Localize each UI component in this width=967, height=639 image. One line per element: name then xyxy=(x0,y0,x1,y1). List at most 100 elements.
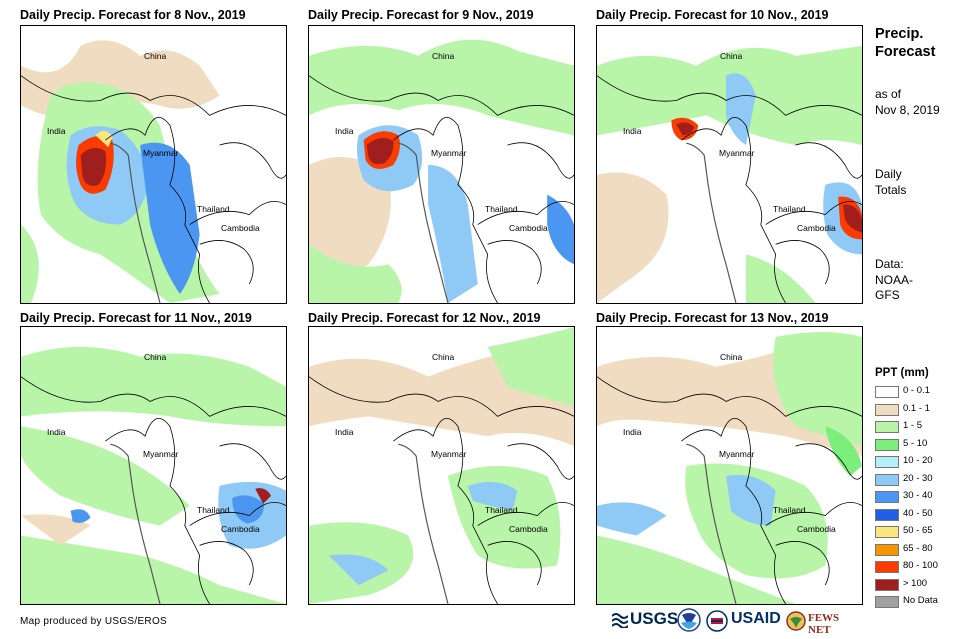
precip-field xyxy=(309,327,574,604)
data-source-text: Data: NOAA- GFS xyxy=(875,257,913,304)
map-panel-4: China India Myanmar Thailand Cambodia xyxy=(20,326,287,605)
legend-swatch xyxy=(875,473,899,486)
label-thailand: Thailand xyxy=(485,505,518,515)
legend-label: 1 - 5 xyxy=(903,420,923,431)
precip-field xyxy=(21,346,286,604)
legend-label: 80 - 100 xyxy=(903,560,938,571)
map-graphic xyxy=(309,327,574,604)
legend-swatch xyxy=(875,386,899,398)
precip-field xyxy=(597,45,862,303)
noaa-seal-icon xyxy=(677,608,701,632)
daily-line2: Totals xyxy=(875,182,907,197)
side-title: Precip. Forecast xyxy=(875,25,935,61)
map-panel-5: China India Myanmar Thailand Cambodia xyxy=(308,326,575,605)
map-panel-3: China India Myanmar Thailand Cambodia xyxy=(596,25,863,304)
label-india: India xyxy=(623,427,642,437)
panel-title-1: Daily Precip. Forecast for 8 Nov., 2019 xyxy=(20,8,246,22)
label-cambodia: Cambodia xyxy=(221,223,260,233)
side-title-line2: Forecast xyxy=(875,44,936,60)
data-line1: Data: xyxy=(875,257,904,271)
label-china: China xyxy=(144,352,167,362)
fewsnet-logo: FEWS NET xyxy=(786,608,862,636)
daily-totals-text: Daily Totals xyxy=(875,167,906,198)
label-china: China xyxy=(720,352,743,362)
legend-label: 0 - 0.1 xyxy=(903,385,930,396)
map-panel-1: China India Myanmar Thailand Cambodia xyxy=(20,25,287,304)
as-of-line1: as of xyxy=(875,87,902,101)
legend-label: 65 - 80 xyxy=(903,542,933,554)
coastline xyxy=(686,443,737,604)
panel-title-6: Daily Precip. Forecast for 13 Nov., 2019 xyxy=(596,311,829,325)
legend-swatch xyxy=(875,561,899,573)
label-cambodia: Cambodia xyxy=(797,524,836,534)
country-borders xyxy=(597,376,862,604)
legend-swatch xyxy=(875,508,899,521)
label-india: India xyxy=(335,427,354,437)
precip-field xyxy=(21,40,220,303)
usgs-wave-icon xyxy=(612,613,628,628)
coastline xyxy=(398,443,449,604)
label-india: India xyxy=(335,126,354,136)
label-thailand: Thailand xyxy=(197,505,230,515)
map-graphic xyxy=(21,40,286,303)
usaid-wordmark: USAID xyxy=(731,610,781,627)
usgs-logo: USGS xyxy=(612,608,678,634)
label-myanmar: Myanmar xyxy=(719,449,755,459)
map-panel-6: China India Myanmar Thailand Cambodia xyxy=(596,326,863,605)
legend-swatch xyxy=(875,596,899,608)
country-borders xyxy=(21,376,286,604)
map-graphic xyxy=(21,346,286,604)
label-china: China xyxy=(432,352,455,362)
map-graphic xyxy=(309,39,574,303)
fewsnet-globe-icon xyxy=(786,611,806,631)
label-cambodia: Cambodia xyxy=(509,223,548,233)
label-myanmar: Myanmar xyxy=(143,449,179,459)
country-borders xyxy=(21,75,286,303)
label-india: India xyxy=(623,126,642,136)
legend-label: 40 - 50 xyxy=(903,507,933,519)
map-graphic xyxy=(597,45,862,303)
credit-text: Map produced by USGS/EROS xyxy=(20,616,168,627)
panel-title-5: Daily Precip. Forecast for 12 Nov., 2019 xyxy=(308,311,541,325)
legend-label: 5 - 10 xyxy=(903,437,928,449)
as-of-line2: Nov 8, 2019 xyxy=(875,102,940,117)
label-thailand: Thailand xyxy=(773,204,806,214)
country-borders xyxy=(309,75,574,303)
daily-line1: Daily xyxy=(875,167,902,181)
label-thailand: Thailand xyxy=(485,204,518,214)
legend-title: PPT (mm) xyxy=(875,367,929,379)
map-graphic xyxy=(597,332,862,604)
coastline xyxy=(110,443,161,604)
label-myanmar: Myanmar xyxy=(431,449,467,459)
label-cambodia: Cambodia xyxy=(509,524,548,534)
label-myanmar: Myanmar xyxy=(143,148,179,158)
label-myanmar: Myanmar xyxy=(431,148,467,158)
map-panel-2: China India Myanmar Thailand Cambodia xyxy=(308,25,575,304)
legend-label: 10 - 20 xyxy=(903,455,933,466)
legend-swatch xyxy=(875,526,899,538)
usaid-logo: USAID xyxy=(706,608,784,634)
legend-label: 0.1 - 1 xyxy=(903,402,930,414)
usgs-wordmark: USGS xyxy=(630,609,679,628)
legend-label: No Data xyxy=(903,595,938,606)
side-title-line1: Precip. xyxy=(875,26,924,42)
legend-swatch xyxy=(875,456,899,468)
label-india: India xyxy=(47,427,66,437)
panel-title-3: Daily Precip. Forecast for 10 Nov., 2019 xyxy=(596,8,829,22)
label-india: India xyxy=(47,126,66,136)
coastline xyxy=(110,142,161,303)
noaa-logo xyxy=(677,608,701,634)
legend-swatch xyxy=(875,421,899,433)
as-of-text: as of Nov 8, 2019 xyxy=(875,87,940,118)
label-china: China xyxy=(432,51,455,61)
data-line3: GFS xyxy=(875,288,900,302)
label-cambodia: Cambodia xyxy=(221,524,260,534)
legend-swatch xyxy=(875,403,899,416)
label-myanmar: Myanmar xyxy=(719,148,755,158)
coastline xyxy=(398,142,449,303)
legend-label: > 100 xyxy=(903,577,928,589)
label-thailand: Thailand xyxy=(773,505,806,515)
legend-label: 50 - 65 xyxy=(903,525,933,536)
legend-swatch xyxy=(875,491,899,503)
legend-swatch xyxy=(875,578,899,591)
